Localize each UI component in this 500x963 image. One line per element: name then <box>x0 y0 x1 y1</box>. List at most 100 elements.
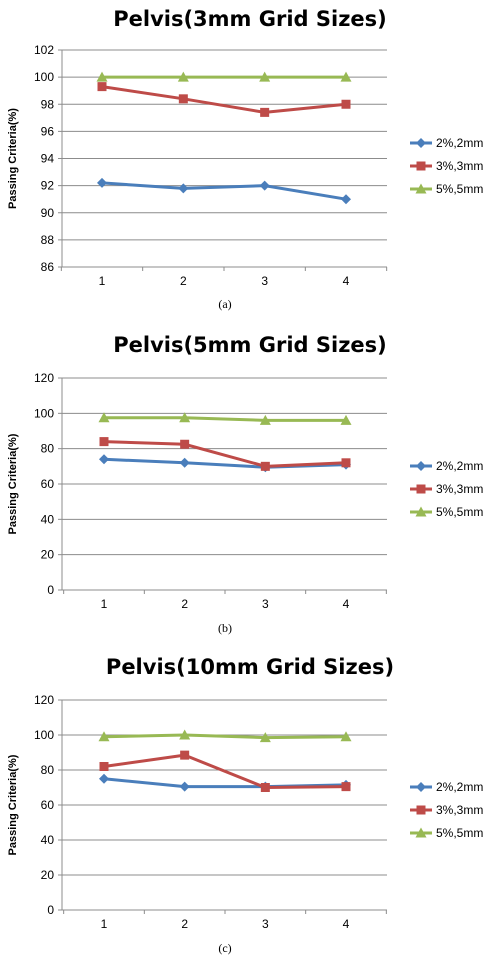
y-tick-label: 0 <box>47 903 54 917</box>
data-point <box>340 731 352 742</box>
data-point <box>259 732 271 743</box>
data-point <box>179 457 190 468</box>
chart-panel-2: Pelvis(5mm Grid Sizes) 0 20 40 60 80 100 120 1 2 3… <box>7 333 483 635</box>
series-3%,3mm <box>97 82 351 117</box>
series-5%,5mm <box>98 412 352 425</box>
x-tick-label: 1 <box>99 274 106 288</box>
data-point <box>99 454 109 465</box>
chart-title: Pelvis(10mm Grid Sizes) <box>106 655 394 679</box>
data-point <box>180 439 190 449</box>
y-tick-label: 120 <box>34 693 54 707</box>
x-tick-label: 2 <box>180 274 187 288</box>
legend-marker <box>416 461 426 471</box>
data-point <box>259 71 271 82</box>
legend: 2%,2mm 3%,3mm 5%,5mm <box>410 780 483 840</box>
legend-label: 2%,2mm <box>436 780 483 794</box>
legend-label: 5%,5mm <box>436 505 483 519</box>
series-line <box>101 85 347 114</box>
y-tick-label: 102 <box>34 43 54 57</box>
data-point <box>99 773 109 784</box>
data-point <box>178 94 188 104</box>
series-5%,5mm <box>96 71 352 82</box>
y-tick-label: 40 <box>41 512 55 526</box>
data-point <box>177 71 189 82</box>
y-tick-label: 80 <box>41 442 55 456</box>
chart-panel-3: Pelvis(10mm Grid Sizes) 0 20 40 60 80 100 120 1 2… <box>7 655 483 955</box>
series-line <box>103 733 347 740</box>
y-tick-label: 98 <box>41 97 55 111</box>
y-tick-label: 94 <box>41 152 55 166</box>
legend-marker <box>416 161 426 171</box>
series-line <box>103 777 347 789</box>
x-tick-label: 1 <box>101 917 108 931</box>
legend-marker <box>416 138 426 148</box>
series-line <box>103 753 347 789</box>
series-line <box>104 416 346 422</box>
panel-caption: (b) <box>218 621 232 635</box>
legend-marker <box>415 183 427 194</box>
legend-marker <box>415 506 427 517</box>
data-point <box>98 731 110 742</box>
x-tick-label: 3 <box>262 917 269 931</box>
y-tick-label: 100 <box>34 406 54 420</box>
data-point <box>179 781 190 792</box>
data-point <box>260 107 270 117</box>
legend-marker <box>415 827 427 838</box>
data-point <box>341 99 351 109</box>
data-point <box>259 180 270 191</box>
x-tick-label: 4 <box>343 917 350 931</box>
y-tick-label: 88 <box>41 233 55 247</box>
y-tick-label: 120 <box>34 371 54 385</box>
y-axis-label: Passing Criteria(%) <box>7 108 19 209</box>
y-tick-label: 96 <box>41 124 55 138</box>
x-tick-label: 2 <box>181 917 188 931</box>
legend-marker <box>416 484 426 494</box>
y-axis-label: Passing Criteria(%) <box>7 754 19 855</box>
series-2%,2mm <box>97 177 351 205</box>
chart-title: Pelvis(5mm Grid Sizes) <box>113 333 387 357</box>
data-point <box>260 461 270 471</box>
data-point <box>179 412 191 423</box>
legend-label: 2%,2mm <box>436 136 483 150</box>
series-3%,3mm <box>99 750 351 792</box>
data-point <box>178 183 189 194</box>
y-tick-label: 92 <box>41 179 55 193</box>
data-point <box>341 458 351 468</box>
y-tick-label: 86 <box>41 260 55 274</box>
legend-label: 5%,5mm <box>436 182 483 196</box>
series-2%,2mm <box>99 773 351 792</box>
x-tick-label: 1 <box>101 597 108 611</box>
x-tick-label: 2 <box>181 597 188 611</box>
series-3%,3mm <box>99 437 351 471</box>
y-tick-label: 20 <box>41 548 55 562</box>
y-axis-label: Passing Criteria(%) <box>7 433 19 534</box>
y-tick-label: 100 <box>34 728 54 742</box>
data-point <box>99 437 109 447</box>
y-tick-label: 0 <box>47 583 54 597</box>
data-point <box>180 750 190 760</box>
data-point <box>97 177 107 188</box>
x-tick-label: 3 <box>261 274 268 288</box>
data-point <box>98 412 110 423</box>
data-point <box>340 414 352 425</box>
data-point <box>260 783 270 792</box>
y-tick-label: 60 <box>41 477 55 491</box>
y-tick-label: 80 <box>41 763 55 777</box>
legend: 2%,2mm 3%,3mm 5%,5mm <box>410 459 483 519</box>
data-point <box>340 71 352 82</box>
y-tick-label: 20 <box>41 868 55 882</box>
legend-label: 5%,5mm <box>436 826 483 840</box>
data-point <box>97 82 107 92</box>
y-tick-label: 100 <box>34 70 54 84</box>
legend: 2%,2mm 3%,3mm 5%,5mm <box>410 136 483 196</box>
data-point <box>259 414 271 425</box>
data-point <box>99 762 109 771</box>
data-point <box>341 194 351 205</box>
series-5%,5mm <box>98 729 352 743</box>
chart-panel-1: Pelvis(3mm Grid Sizes) 86 88 90 92 94 96 98 100 1… <box>7 7 483 311</box>
legend-label: 3%,3mm <box>436 482 483 496</box>
legend-marker <box>416 782 426 792</box>
data-point <box>341 782 351 792</box>
y-tick-label: 90 <box>41 206 55 220</box>
